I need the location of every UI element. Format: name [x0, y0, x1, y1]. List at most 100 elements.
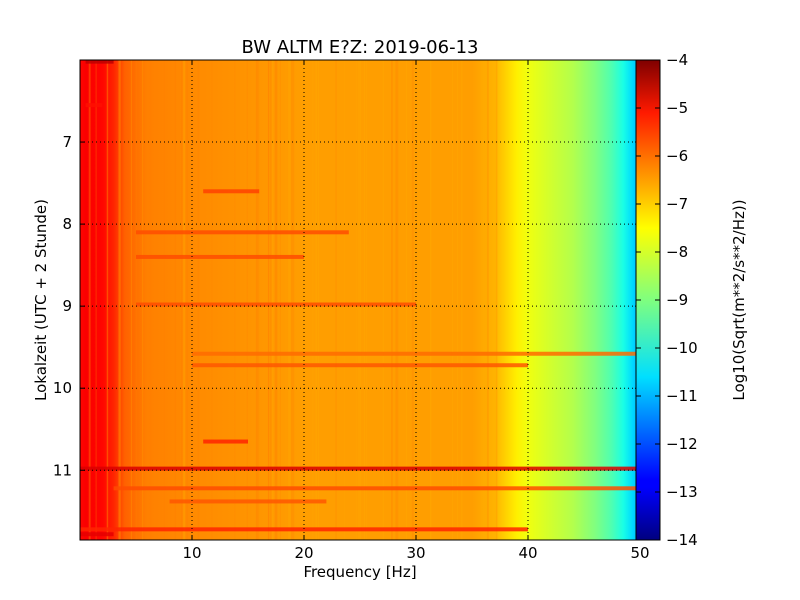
spectrogram-texture-streak — [396, 60, 399, 540]
spectrogram-texture-streak — [211, 60, 213, 540]
spectrogram-texture-streak — [88, 60, 90, 540]
y-tick-label: 7 — [62, 133, 72, 151]
spectrogram-texture-streak — [496, 60, 498, 540]
spectrogram-texture-streak — [358, 60, 359, 540]
spectrogram-texture-streak — [356, 60, 357, 540]
spectrogram-texture-streak — [174, 60, 176, 540]
spectrogram-texture-streak — [391, 60, 393, 540]
colorbar-tick-label: −6 — [666, 147, 688, 165]
spectrogram-texture-streak — [335, 60, 337, 540]
spectrogram-texture-streak — [106, 60, 109, 540]
spectrogram-texture-streak — [269, 60, 272, 540]
colorbar-tick-label: −7 — [666, 195, 688, 213]
colorbar-tick-label: −11 — [666, 387, 698, 405]
spectrogram-texture-streak — [279, 60, 281, 540]
spectrogram-band — [136, 254, 304, 259]
chart-title: BW ALTM E?Z: 2019-06-13 — [242, 37, 479, 58]
spectrogram-texture-streak — [391, 60, 393, 540]
x-tick-label: 50 — [630, 544, 649, 562]
spectrogram-texture-streak — [135, 60, 137, 540]
spectrogram-texture-streak — [119, 60, 121, 540]
x-tick-label: 20 — [294, 544, 313, 562]
x-tick-label: 30 — [406, 544, 425, 562]
spectrogram-texture-streak — [186, 60, 188, 540]
spectrogram-texture-streak — [287, 60, 289, 540]
spectrogram-texture-streak — [268, 60, 269, 540]
spectrogram-texture-streak — [267, 60, 269, 540]
y-tick-label: 9 — [62, 297, 72, 315]
spectrogram-band — [113, 486, 640, 491]
spectrogram-texture-streak — [315, 60, 318, 540]
colorbar-tick-label: −8 — [666, 243, 688, 261]
spectrogram-texture-streak — [135, 60, 138, 540]
spectrogram-texture-streak — [457, 60, 458, 540]
spectrogram-texture-streak — [234, 60, 236, 540]
spectrogram-texture-streak — [494, 60, 496, 540]
spectrogram-texture-streak — [290, 60, 291, 540]
spectrogram-band — [80, 527, 528, 532]
x-tick-label: 10 — [182, 544, 201, 562]
spectrogram-band — [80, 532, 114, 537]
spectrogram-texture-streak — [291, 60, 293, 540]
spectrogram-texture-streak — [483, 60, 485, 540]
spectrogram-texture-streak — [163, 60, 166, 540]
spectrogram-texture-streak — [312, 60, 314, 540]
colorbar-tick-label: −9 — [666, 291, 688, 309]
spectrogram-texture-streak — [451, 60, 454, 540]
spectrogram-texture-streak — [359, 60, 362, 540]
spectrogram-base — [80, 60, 640, 540]
x-tick-label: 40 — [518, 544, 537, 562]
spectrogram-texture-streak — [429, 60, 431, 540]
spectrogram-texture-streak — [366, 60, 367, 540]
spectrogram-texture-streak — [382, 60, 385, 540]
spectrogram-texture-streak — [89, 60, 91, 540]
spectrogram-texture-streak — [95, 60, 97, 540]
x-axis-label: Frequency [Hz] — [303, 563, 416, 581]
colorbar-tick-label: −13 — [666, 483, 698, 501]
spectrogram-texture-streak — [142, 60, 144, 540]
spectrogram-texture-streak — [181, 60, 183, 540]
spectrogram-band — [192, 351, 640, 356]
spectrogram-texture-streak — [486, 60, 489, 540]
spectrogram-texture-streak — [461, 60, 463, 540]
spectrogram-texture-streak — [246, 60, 248, 540]
spectrogram-texture-streak — [118, 60, 121, 540]
spectrogram-band — [169, 499, 327, 504]
colorbar-tick-label: −12 — [666, 435, 698, 453]
spectrogram-texture-streak — [317, 60, 320, 540]
spectrogram-texture-streak — [495, 60, 498, 540]
spectrogram-band — [192, 363, 528, 368]
spectrogram-texture-streak — [344, 60, 345, 540]
spectrogram-texture-streak — [275, 60, 278, 540]
spectrogram-texture-streak — [149, 60, 152, 540]
spectrogram-texture-streak — [272, 60, 274, 540]
spectrogram-texture-streak — [304, 60, 306, 540]
spectrogram-texture-streak — [118, 60, 120, 540]
spectrogram-band — [203, 189, 260, 194]
spectrogram-band — [85, 60, 114, 64]
spectrogram-texture-streak — [288, 60, 291, 540]
spectrogram-texture-streak — [130, 60, 133, 540]
spectrogram-band — [136, 230, 349, 235]
y-tick-label: 11 — [53, 461, 72, 479]
y-tick-label: 10 — [53, 379, 72, 397]
spectrogram-texture-streak — [197, 60, 200, 540]
spectrogram-texture-streak — [257, 60, 260, 540]
spectrogram-texture-streak — [272, 60, 273, 540]
spectrogram-texture-streak — [429, 60, 432, 540]
colorbar-tick-label: −14 — [666, 531, 698, 549]
y-tick-label: 8 — [62, 215, 72, 233]
spectrogram-texture-streak — [268, 60, 270, 540]
spectrogram-texture-streak — [183, 60, 185, 540]
y-axis-label: Lokalzeit (UTC + 2 Stunde) — [32, 199, 50, 401]
spectrogram-texture-streak — [274, 60, 277, 540]
spectrogram-texture-streak — [256, 60, 258, 540]
spectrogram-texture-streak — [119, 60, 121, 540]
colorbar-tick-label: −10 — [666, 339, 698, 357]
spectrogram-band — [136, 302, 416, 307]
colorbar-tick-label: −4 — [666, 51, 688, 69]
spectrogram-texture-streak — [183, 60, 186, 540]
spectrogram-texture-streak — [107, 60, 109, 540]
spectrogram-plot-area — [80, 60, 640, 540]
